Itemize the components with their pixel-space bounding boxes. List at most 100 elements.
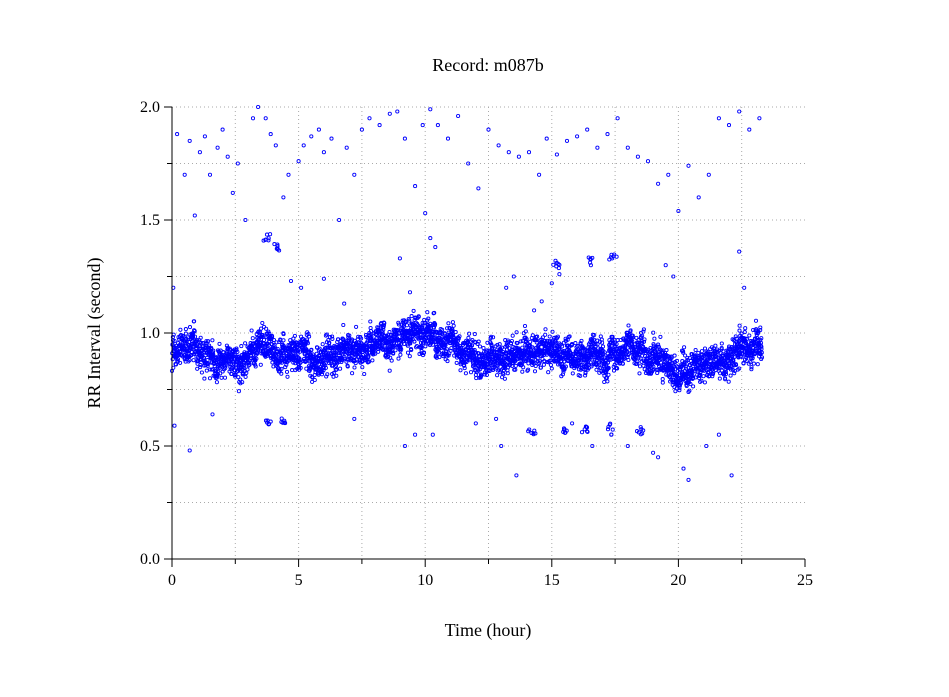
data-point [449,346,454,351]
data-point [407,354,412,359]
data-point [296,159,301,164]
data-point [757,116,762,121]
data-point [210,338,215,343]
data-point [489,343,494,348]
data-point [210,350,215,355]
data-point [595,145,600,150]
data-point [491,335,496,340]
data-point [198,365,203,370]
data-point [285,374,290,379]
data-point [235,161,240,166]
data-point [751,346,756,351]
data-point [608,255,614,260]
data-point [589,364,594,369]
data-point [696,195,701,200]
data-point [606,366,611,371]
data-point [734,362,739,368]
data-point [579,430,585,435]
data-point [418,340,424,345]
data-point [259,326,264,331]
data-point [295,349,301,354]
data-point [253,364,258,369]
data-point [743,326,748,331]
data-point [608,421,613,426]
data-point [377,123,382,128]
data-point [273,354,278,359]
data-point [560,344,565,349]
data-point [706,172,711,177]
data-point [489,334,494,339]
data-point [334,367,339,372]
data-point [323,365,328,370]
data-point [625,443,630,449]
data-point [298,365,303,370]
data-point [737,249,742,254]
data-point [651,330,656,335]
data-point [265,418,270,423]
data-point [250,336,255,341]
data-point [664,358,669,363]
data-point [207,343,212,348]
data-point [211,352,216,357]
data-point [413,184,418,189]
data-point [676,208,681,214]
data-point [499,345,504,350]
data-point [758,328,763,333]
data-point [230,190,235,195]
data-point [607,343,612,348]
data-point [404,323,410,328]
data-point [569,342,575,347]
data-point [352,365,357,370]
data-point [691,375,696,380]
data-point [192,329,197,334]
data-point [627,348,632,353]
data-point [435,123,440,128]
data-point [710,371,716,377]
data-point [387,329,392,335]
data-point [198,363,203,368]
data-point [479,373,484,378]
data-point [358,340,363,345]
data-point [266,236,271,241]
data-point [550,342,555,347]
data-point [669,377,674,382]
data-point [462,366,467,371]
data-point [521,365,526,370]
data-point [261,238,266,243]
data-point [707,373,712,379]
data-point [334,373,339,378]
data-point [382,321,387,326]
x-tick-label: 15 [544,572,560,589]
data-point [187,138,192,143]
data-point [393,348,398,353]
data-point [543,332,548,337]
data-point [284,369,290,374]
data-point [396,322,401,327]
data-point [184,339,189,344]
data-point [341,322,346,328]
data-point [550,329,555,334]
data-point [368,319,373,324]
data-point [645,159,651,164]
data-point [331,371,336,376]
data-point [218,371,223,376]
data-point [309,134,314,139]
data-point [412,339,417,344]
data-point [518,339,523,344]
data-point [239,344,244,349]
data-point [753,318,759,323]
data-point [677,386,682,391]
data-point [755,331,760,336]
y-tick-label: 0.0 [140,551,160,568]
data-point [511,274,516,279]
data-point [437,346,442,352]
data-point [315,359,320,364]
data-point [476,339,481,344]
data-point [615,366,620,371]
data-point [292,333,297,338]
data-point [359,336,364,341]
data-point [535,334,540,339]
data-point [279,371,284,376]
data-point [600,340,605,345]
